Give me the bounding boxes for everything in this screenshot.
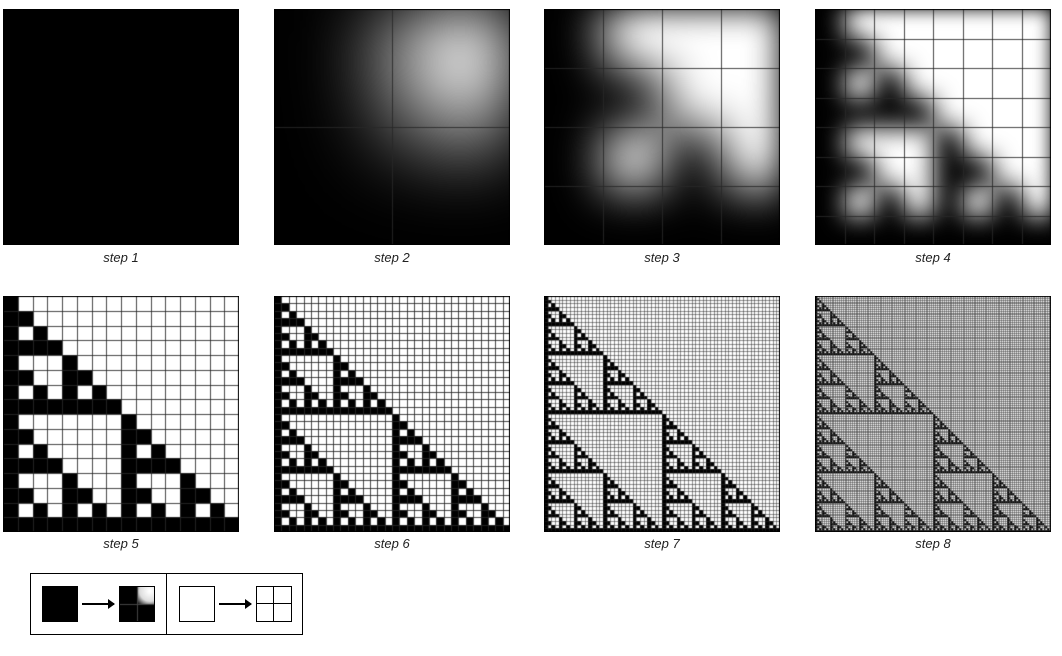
rule-1-arrow-icon xyxy=(82,599,115,609)
step-4-label: step 4 xyxy=(915,250,951,265)
step-8-label: step 8 xyxy=(915,536,951,551)
step-1-label: step 1 xyxy=(103,250,139,265)
rule-2-grid-line-horizontal xyxy=(257,603,291,604)
step-6-pattern xyxy=(274,296,510,532)
rule-1-result-pattern xyxy=(120,587,154,621)
step-7-panel xyxy=(544,296,780,532)
step-6-panel xyxy=(274,296,510,532)
rule-1-result-square xyxy=(119,586,155,622)
step-4-pattern xyxy=(815,9,1051,245)
step-7-label: step 7 xyxy=(644,536,680,551)
step-1-pattern xyxy=(3,9,239,245)
rule-2-white-square xyxy=(179,586,215,622)
step-3-label: step 3 xyxy=(644,250,680,265)
rule-2-grid-line-vertical xyxy=(273,587,274,621)
rule-2-arrow-icon xyxy=(219,599,252,609)
step-3-panel xyxy=(544,9,780,245)
step-2-panel xyxy=(274,9,510,245)
step-7-pattern xyxy=(544,296,780,532)
step-6-label: step 6 xyxy=(374,536,410,551)
step-2-pattern xyxy=(274,9,510,245)
rule-2-result-square xyxy=(256,586,292,622)
step-8-pattern xyxy=(815,296,1051,532)
step-5-pattern xyxy=(3,296,239,532)
step-5-panel xyxy=(3,296,239,532)
step-3-pattern xyxy=(544,9,780,245)
rule-1-black-square xyxy=(42,586,78,622)
substitution-rules-legend xyxy=(30,573,303,635)
step-8-panel xyxy=(815,296,1051,532)
step-2-label: step 2 xyxy=(374,250,410,265)
step-5-label: step 5 xyxy=(103,536,139,551)
step-1-panel xyxy=(3,9,239,245)
legend-divider xyxy=(166,574,167,634)
step-4-panel xyxy=(815,9,1051,245)
